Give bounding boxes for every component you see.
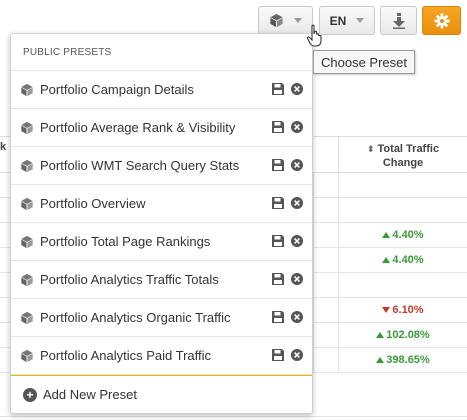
delete-icon[interactable] xyxy=(291,121,303,133)
change-value: 4.40% xyxy=(392,254,424,266)
total-traffic-change-cell xyxy=(338,273,467,298)
cube-icon xyxy=(21,311,33,324)
arrow-up-icon xyxy=(376,357,385,363)
language-select[interactable]: EN xyxy=(319,6,375,35)
total-traffic-change-cell: 4.40% xyxy=(338,248,467,273)
delete-icon[interactable] xyxy=(291,235,303,247)
dropdown-header: PUBLIC PRESETS xyxy=(11,34,312,71)
cube-icon xyxy=(21,121,33,134)
add-new-preset-label: Add New Preset xyxy=(43,387,137,402)
cell-divider xyxy=(313,248,314,273)
delete-icon[interactable] xyxy=(291,311,303,323)
change-value: 398.65% xyxy=(386,354,430,366)
cube-icon xyxy=(21,235,33,248)
cube-icon xyxy=(270,13,283,28)
cube-icon xyxy=(21,83,33,96)
delete-icon[interactable] xyxy=(291,273,303,285)
plus-icon: + xyxy=(23,387,37,402)
arrow-up-icon xyxy=(382,257,391,263)
preset-label: Portfolio Total Page Rankings xyxy=(40,234,211,249)
preset-item[interactable]: Portfolio Analytics Traffic Totals xyxy=(11,261,312,299)
preset-label: Portfolio WMT Search Query Stats xyxy=(40,158,240,173)
cell-divider xyxy=(313,348,314,373)
cell-divider xyxy=(313,298,314,323)
tooltip: Choose Preset xyxy=(313,50,415,74)
gear-icon xyxy=(434,13,449,28)
save-icon[interactable] xyxy=(272,83,284,95)
arrow-up-icon xyxy=(382,232,391,238)
delete-icon[interactable] xyxy=(291,197,303,209)
save-icon[interactable] xyxy=(272,121,284,133)
save-icon[interactable] xyxy=(272,349,284,361)
cube-icon xyxy=(21,349,33,362)
preset-item[interactable]: Portfolio Analytics Paid Traffic xyxy=(11,337,312,375)
cube-icon xyxy=(21,159,33,172)
chevron-down-icon xyxy=(294,18,302,23)
column-header-fragment: k xyxy=(0,141,7,153)
save-icon[interactable] xyxy=(272,197,284,209)
arrow-up-icon xyxy=(376,332,385,338)
cube-icon xyxy=(21,273,33,286)
save-icon[interactable] xyxy=(272,311,284,323)
hand-cursor-icon xyxy=(306,24,322,47)
export-button[interactable] xyxy=(380,6,417,35)
save-icon[interactable] xyxy=(272,273,284,285)
preset-item[interactable]: Portfolio Analytics Organic Traffic xyxy=(11,299,312,337)
toolbar: EN xyxy=(0,6,467,36)
cell-divider xyxy=(313,223,314,248)
settings-button[interactable] xyxy=(422,6,461,35)
total-traffic-change-cell xyxy=(338,173,467,198)
preset-label: Portfolio Overview xyxy=(40,196,146,211)
arrow-down-icon xyxy=(382,307,391,313)
column-header-total-traffic-change[interactable]: ⬍ Total Traffic Change xyxy=(338,137,467,174)
cell-divider xyxy=(313,173,314,198)
choose-preset-button[interactable] xyxy=(258,6,313,35)
preset-label: Portfolio Analytics Traffic Totals xyxy=(40,272,219,287)
change-value: 102.08% xyxy=(386,329,430,341)
add-new-preset-button[interactable]: + Add New Preset xyxy=(11,375,312,413)
cell-divider xyxy=(313,273,314,298)
delete-icon[interactable] xyxy=(291,349,303,361)
cell-divider xyxy=(313,198,314,223)
change-value: 6.10% xyxy=(392,304,424,316)
preset-dropdown: PUBLIC PRESETS Portfolio Campaign Detail… xyxy=(10,33,313,414)
preset-item[interactable]: Portfolio WMT Search Query Stats xyxy=(11,147,312,185)
preset-label: Portfolio Analytics Paid Traffic xyxy=(40,348,212,363)
total-traffic-change-cell xyxy=(338,198,467,223)
column-header-line2: Change xyxy=(382,157,424,169)
total-traffic-change-cell: 6.10% xyxy=(338,298,467,323)
change-value: 4.40% xyxy=(392,229,424,241)
total-traffic-change-cell: 102.08% xyxy=(338,323,467,348)
preset-label: Portfolio Average Rank & Visibility xyxy=(40,120,236,135)
sort-icon: ⬍ xyxy=(366,144,375,154)
divider xyxy=(0,416,467,417)
preset-label: Portfolio Analytics Organic Traffic xyxy=(40,310,231,325)
language-value: EN xyxy=(329,13,347,28)
delete-icon[interactable] xyxy=(291,159,303,171)
save-icon[interactable] xyxy=(272,235,284,247)
cube-icon xyxy=(21,197,33,210)
total-traffic-change-cell: 4.40% xyxy=(338,223,467,248)
preset-label: Portfolio Campaign Details xyxy=(40,82,194,97)
cell-divider xyxy=(313,323,314,348)
preset-item[interactable]: Portfolio Average Rank & Visibility xyxy=(11,109,312,147)
column-header-line1: Total Traffic xyxy=(377,143,440,155)
download-icon xyxy=(392,12,405,29)
chevron-down-icon xyxy=(356,18,365,23)
preset-item[interactable]: Portfolio Total Page Rankings xyxy=(11,223,312,261)
save-icon[interactable] xyxy=(272,159,284,171)
preset-item[interactable]: Portfolio Campaign Details xyxy=(11,71,312,109)
delete-icon[interactable] xyxy=(291,83,303,95)
preset-item[interactable]: Portfolio Overview xyxy=(11,185,312,223)
total-traffic-change-cell: 398.65% xyxy=(338,348,467,373)
